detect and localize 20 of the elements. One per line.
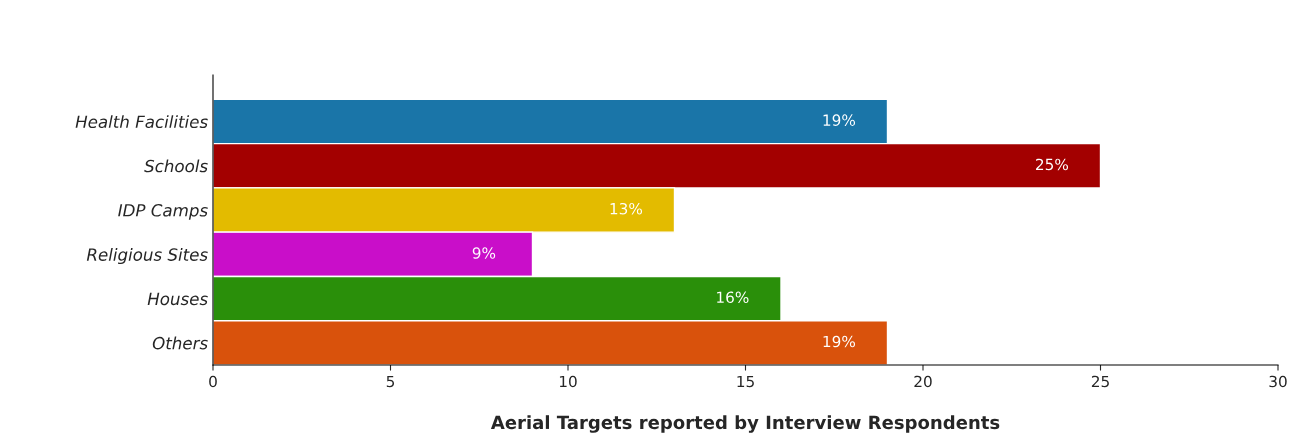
data-label: 9% (472, 247, 496, 259)
x-tick-label: 0 (209, 375, 217, 388)
x-tick-label: 30 (1269, 375, 1287, 388)
x-axis-title: Aerial Targets reported by Interview Respondents (490, 415, 1000, 433)
y-tick-label: Health Facilities (75, 115, 208, 129)
data-label: 25% (1036, 158, 1069, 171)
data-label: 19% (823, 335, 856, 348)
data-label: 13% (610, 202, 643, 215)
x-tick-label: 15 (737, 375, 754, 388)
y-tick-label: Houses (147, 292, 208, 306)
x-tick-label: 5 (386, 375, 395, 388)
y-tick-label: IDP Camps (118, 204, 208, 220)
y-tick-label: Schools (144, 159, 208, 173)
x-tick-label: 10 (559, 375, 577, 388)
data-label: 16% (717, 291, 749, 304)
y-tick-label: Others (152, 336, 208, 350)
x-tick-label: 25 (1091, 375, 1109, 388)
data-label: 19% (823, 114, 856, 126)
x-tick-label: 20 (914, 375, 932, 388)
y-tick-label: Religious Sites (86, 247, 208, 265)
